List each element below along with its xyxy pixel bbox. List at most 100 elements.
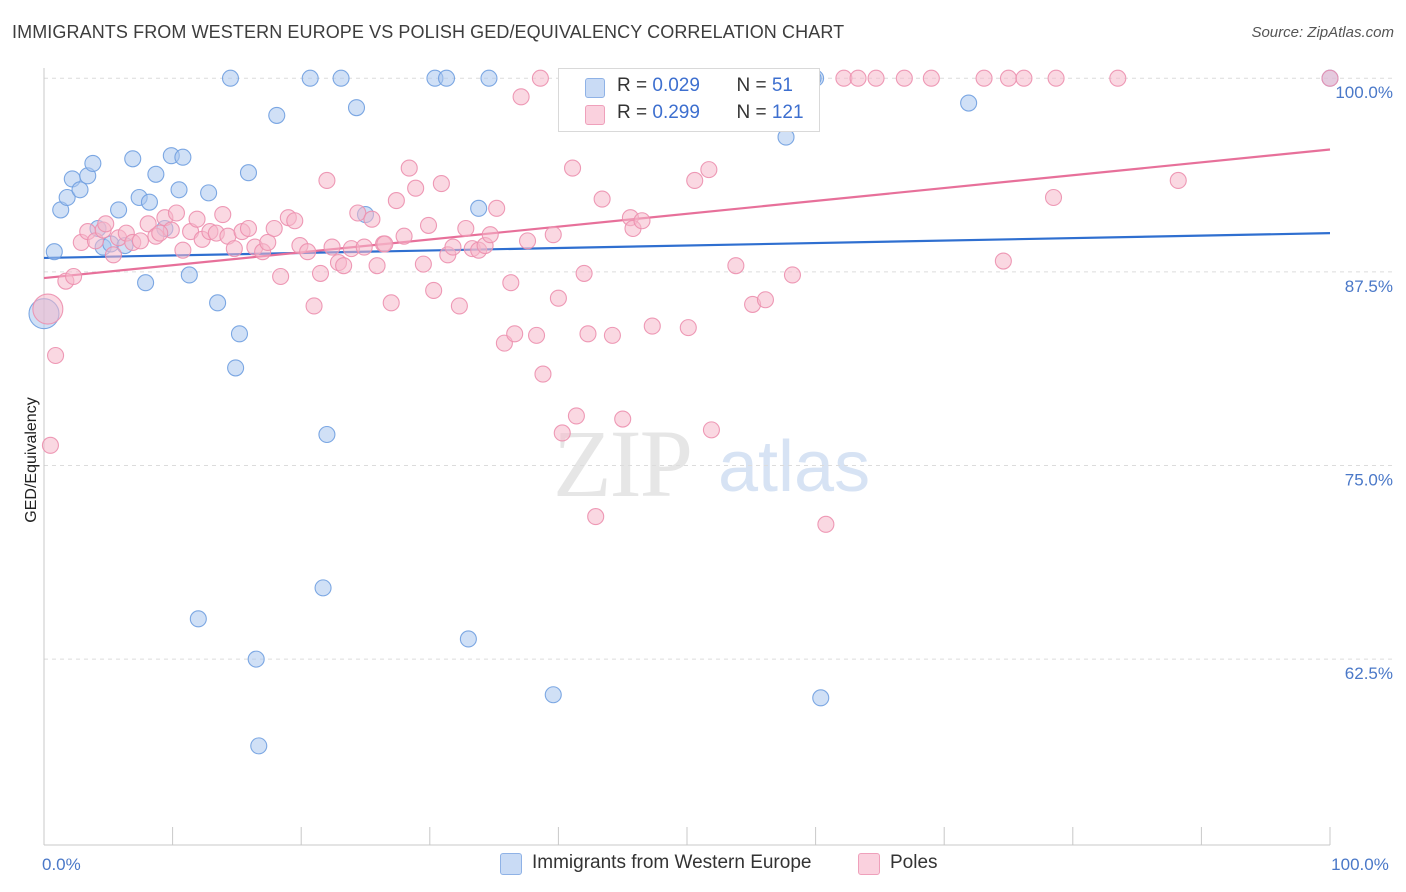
poles-point (567, 407, 585, 425)
poles-point (643, 317, 661, 335)
western-europe-point (180, 266, 198, 284)
y-tick-label: 87.5% (1345, 277, 1393, 296)
western-europe-point (140, 193, 159, 211)
poles-point (188, 210, 206, 228)
poles-point (47, 346, 65, 365)
western-europe-point (58, 188, 76, 207)
poles-point (363, 210, 381, 228)
tick-labels: 100.0% 87.5% 75.0% 62.5% 0.0% 100.0% (42, 83, 1393, 874)
poles-point (895, 69, 913, 87)
western-europe-point (437, 69, 456, 87)
western-europe-point (480, 69, 498, 87)
poles-point (702, 421, 720, 439)
poles-point (549, 289, 567, 307)
poles-point (457, 219, 475, 238)
legend-n-label: N = (736, 75, 772, 96)
poles-point (1169, 171, 1187, 190)
western-europe-point (347, 99, 366, 117)
poles-point (395, 227, 413, 245)
western-europe-point (301, 69, 319, 87)
poles-point (425, 281, 443, 300)
western-europe-point (227, 359, 245, 377)
poles-point (299, 243, 317, 261)
poles-point (368, 257, 386, 275)
bottom-legend-swatch-poles (858, 853, 880, 875)
western-europe-point (247, 650, 265, 668)
poles-trend-line (43, 148, 1331, 280)
poles-point (506, 325, 524, 343)
western-europe-point (318, 425, 336, 444)
poles-point (488, 199, 506, 217)
poles-point (700, 161, 718, 179)
poles-point (387, 192, 405, 210)
y-tick-label: 62.5% (1345, 664, 1393, 683)
x-tick-label: 100.0% (1331, 855, 1389, 874)
western-europe-point (137, 274, 155, 292)
poles-point (633, 212, 651, 230)
poles-point (407, 179, 425, 197)
poles-point (727, 257, 745, 275)
poles-point (323, 238, 341, 256)
poles-point (318, 171, 336, 190)
western-europe-point (200, 184, 218, 202)
poles-point (817, 515, 835, 533)
y-tick-label: 75.0% (1345, 470, 1393, 489)
bottom-legend-swatch-western-europe (500, 853, 522, 875)
stats-legend: R = 0.029 N = 51 R = 0.299 N = 121 (558, 68, 820, 132)
poles-point (131, 232, 149, 250)
bottom-legend-label: Poles (890, 852, 938, 873)
poles-point (512, 88, 530, 106)
poles-point (311, 264, 330, 282)
source-label: Source: ZipAtlas.com (1251, 24, 1394, 41)
poles-point (97, 215, 115, 233)
legend-r-label: R = (617, 102, 653, 123)
poles-point (65, 267, 83, 286)
y-tick-label: 100.0% (1335, 83, 1393, 102)
poles-point (534, 365, 552, 383)
poles-point (603, 326, 621, 344)
poles-point (41, 436, 59, 454)
poles-point (1015, 69, 1033, 87)
x-tick-label: 0.0% (42, 855, 81, 874)
western-europe-point (124, 150, 142, 168)
legend-r-value: 0.029 (652, 75, 700, 96)
western-europe-point (189, 610, 207, 628)
poles-point (414, 255, 432, 273)
western-europe-point (544, 686, 562, 704)
axes (43, 68, 1331, 846)
poles-point (214, 205, 232, 224)
poles-point (1047, 69, 1065, 87)
poles-point (563, 159, 582, 177)
poles-point (167, 204, 186, 222)
poles-point (349, 204, 367, 222)
poles-point (999, 69, 1018, 87)
western-europe-point (71, 181, 89, 199)
western-europe-point (174, 148, 192, 166)
poles-point (335, 257, 353, 275)
watermark-atlas: atlas (718, 427, 871, 507)
western-europe-point (250, 737, 268, 755)
poles-point (922, 69, 940, 87)
poles-point (502, 274, 520, 292)
legend-r-value: 0.299 (652, 102, 700, 123)
western-europe-point (147, 165, 165, 183)
poles-point (355, 238, 373, 256)
poles-point (265, 219, 283, 238)
poles-point (553, 424, 571, 442)
western-europe-point (84, 154, 102, 172)
poles-point (382, 294, 400, 312)
poles-point (450, 297, 468, 315)
poles-point (139, 215, 157, 233)
poles-point (32, 293, 64, 325)
y-axis-title: GED/Equivalency (23, 397, 40, 522)
western-europe-point (268, 106, 286, 124)
poles-point (783, 266, 802, 284)
poles-point (481, 226, 499, 244)
poles-point (305, 297, 323, 315)
western-europe-point (209, 294, 227, 312)
poles-point (975, 69, 993, 87)
western-europe-point (45, 243, 63, 261)
western-europe-point (221, 69, 240, 87)
legend-n-value: 121 (771, 102, 804, 123)
poles-point (225, 240, 243, 258)
